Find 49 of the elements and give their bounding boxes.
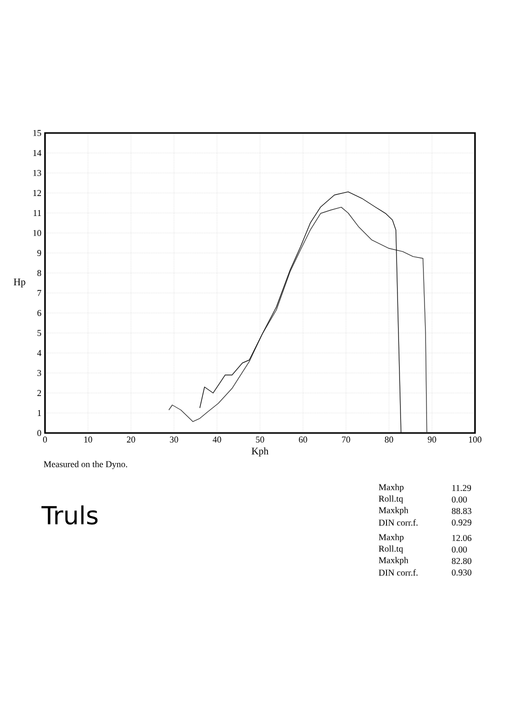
text: 0.930 [452,569,472,576]
line-series [168,206,428,434]
x-tick-label: 100 [469,436,482,443]
text: 12.06 [452,534,472,542]
text: Roll.tq [378,545,404,554]
text: Maxhp [378,484,404,492]
text: 0.00 [452,546,467,553]
text: Roll.tq [378,495,404,504]
text: Maxkph [378,556,408,566]
y-tick-label: 3 [37,370,42,376]
text: 11.29 [452,484,471,492]
x-tick-label: 10 [84,436,92,443]
y-tick-label: 11 [34,210,41,216]
y-tick-label: 10 [33,230,42,236]
x-tick-label: 90 [428,436,436,443]
y-tick-label: 2 [37,390,41,396]
text: 88.83 [452,508,472,514]
y-tick-label: 13 [33,170,42,176]
y-tick-label: 5 [38,330,42,336]
text: Truls [41,505,98,525]
x-tick-label: 30 [170,436,178,443]
x-axis-title: Kph [252,447,268,456]
x-tick-label: 70 [342,436,350,443]
x-tick-label: 60 [298,436,308,443]
y-tick-label: 0 [37,430,42,436]
y-tick-label: 1 [38,410,41,416]
line-series [199,191,402,434]
y-tick-label: 8 [37,270,42,276]
x-tick-label: 0 [43,436,47,443]
y-tick-label: 14 [33,150,42,156]
text: Measured on the Dyno. [44,460,128,470]
x-tick-label: 50 [256,436,264,443]
text: Maxkph [378,506,408,516]
x-tick-label: 80 [384,436,394,443]
text: 82.80 [452,558,472,564]
y-tick-label: 9 [37,250,42,256]
text: Maxhp [378,534,404,542]
y-axis-title: Hp [14,278,26,288]
y-tick-label: 12 [33,190,41,196]
y-tick-label: 6 [37,310,42,316]
y-tick-label: 7 [38,290,42,296]
text: 0.929 [452,519,472,526]
text: DIN corr.f. [378,569,418,576]
y-tick-label: 15 [33,130,42,136]
y-tick-label: 4 [37,350,42,356]
text: 0.00 [452,496,467,503]
x-tick-label: 40 [212,436,222,443]
x-tick-label: 20 [126,436,136,443]
text: DIN corr.f. [378,519,418,526]
